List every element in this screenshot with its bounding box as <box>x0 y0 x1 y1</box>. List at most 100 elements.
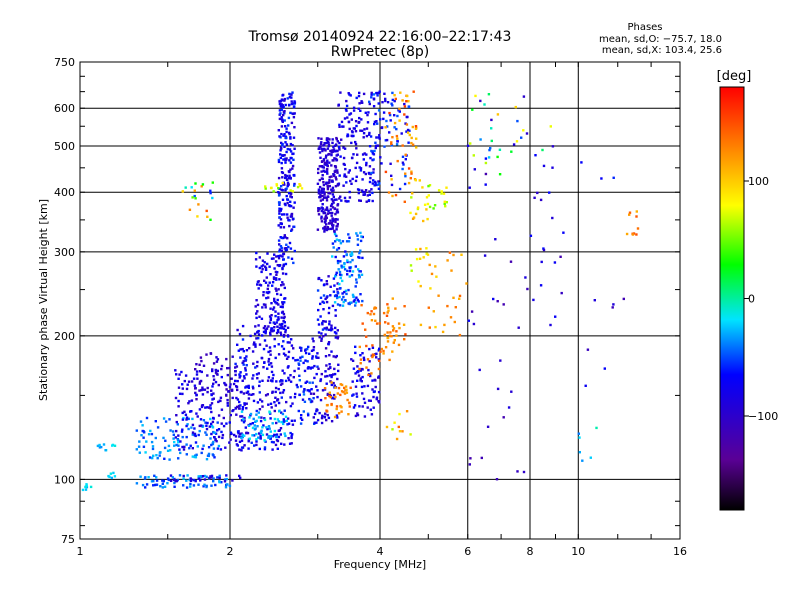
data-point <box>265 291 268 294</box>
data-point <box>272 441 275 444</box>
data-point <box>280 141 283 145</box>
data-point <box>225 388 228 391</box>
data-point <box>355 232 358 235</box>
data-point <box>323 327 326 330</box>
data-point <box>209 191 212 195</box>
data-point <box>225 357 228 361</box>
data-point <box>302 410 305 413</box>
data-point <box>252 393 255 396</box>
data-point <box>224 486 228 489</box>
data-point <box>354 140 357 144</box>
data-point <box>468 463 471 466</box>
data-point <box>388 358 391 362</box>
data-point <box>512 143 516 146</box>
data-point <box>361 322 364 325</box>
data-point <box>390 141 393 144</box>
data-point <box>238 440 242 443</box>
data-point <box>364 111 367 114</box>
scatter-points <box>81 90 640 492</box>
data-point <box>110 476 113 480</box>
data-point <box>333 232 337 236</box>
data-point <box>348 113 351 116</box>
data-point <box>249 412 253 416</box>
data-point <box>378 182 381 185</box>
data-point <box>375 352 378 355</box>
data-point <box>361 190 365 194</box>
data-point <box>335 228 338 231</box>
data-point <box>241 338 245 341</box>
data-point <box>178 392 182 395</box>
data-point <box>213 431 216 434</box>
data-point <box>242 375 246 378</box>
data-point <box>312 416 315 419</box>
data-point <box>332 145 335 149</box>
data-point <box>174 369 177 372</box>
data-point <box>509 260 513 263</box>
data-point <box>338 239 341 242</box>
data-point <box>245 364 248 367</box>
data-point <box>293 419 296 422</box>
data-point <box>258 380 261 383</box>
data-point <box>164 439 167 442</box>
x-tick-labels: 1 2 4 6 8 10 16 <box>77 545 688 558</box>
data-point <box>329 227 333 231</box>
data-point <box>277 187 280 190</box>
data-point <box>255 316 258 320</box>
data-point <box>280 396 283 399</box>
data-point <box>333 157 336 160</box>
data-point <box>333 301 337 304</box>
data-point <box>298 393 301 397</box>
data-point <box>394 97 397 101</box>
y-tick-label: 500 <box>54 140 75 153</box>
data-point <box>330 175 333 178</box>
data-point <box>239 404 242 407</box>
data-point <box>343 196 347 200</box>
data-point <box>257 372 260 375</box>
data-point <box>417 280 420 283</box>
data-point <box>331 180 334 183</box>
data-point <box>274 287 277 290</box>
data-point <box>288 148 292 151</box>
data-point <box>278 203 281 206</box>
data-point <box>279 331 282 334</box>
data-point <box>325 223 328 226</box>
data-point <box>259 419 263 423</box>
chart-subtitle: RwPretec (8p) <box>331 44 429 60</box>
data-point <box>542 247 545 250</box>
data-point <box>330 402 333 406</box>
data-point <box>362 397 366 401</box>
data-point <box>386 303 389 306</box>
data-point <box>355 124 358 128</box>
data-point <box>241 347 244 351</box>
data-point <box>275 289 278 292</box>
data-point <box>324 412 327 415</box>
data-point <box>211 385 214 388</box>
data-point <box>378 347 381 350</box>
data-point <box>330 153 333 157</box>
data-point <box>260 317 264 320</box>
data-point <box>271 330 274 333</box>
data-point <box>216 421 219 424</box>
data-point <box>215 360 219 363</box>
data-point <box>361 299 364 303</box>
data-point <box>299 356 302 359</box>
data-point <box>281 142 284 146</box>
data-point <box>327 192 330 195</box>
chart-title: Tromsø 20140924 22:16:00–22:17:43 <box>248 29 512 45</box>
data-point <box>280 118 284 121</box>
data-point <box>209 189 212 192</box>
data-point <box>292 112 295 116</box>
data-point <box>384 97 387 101</box>
data-point <box>284 141 287 144</box>
data-point <box>253 434 256 437</box>
data-point <box>283 119 286 122</box>
data-point <box>281 176 284 179</box>
data-point <box>466 144 470 147</box>
data-point <box>209 404 212 407</box>
data-point <box>320 170 323 173</box>
data-point <box>181 392 184 396</box>
data-point <box>406 115 409 119</box>
data-point <box>258 391 261 394</box>
data-point <box>278 250 281 253</box>
data-point <box>257 337 260 340</box>
